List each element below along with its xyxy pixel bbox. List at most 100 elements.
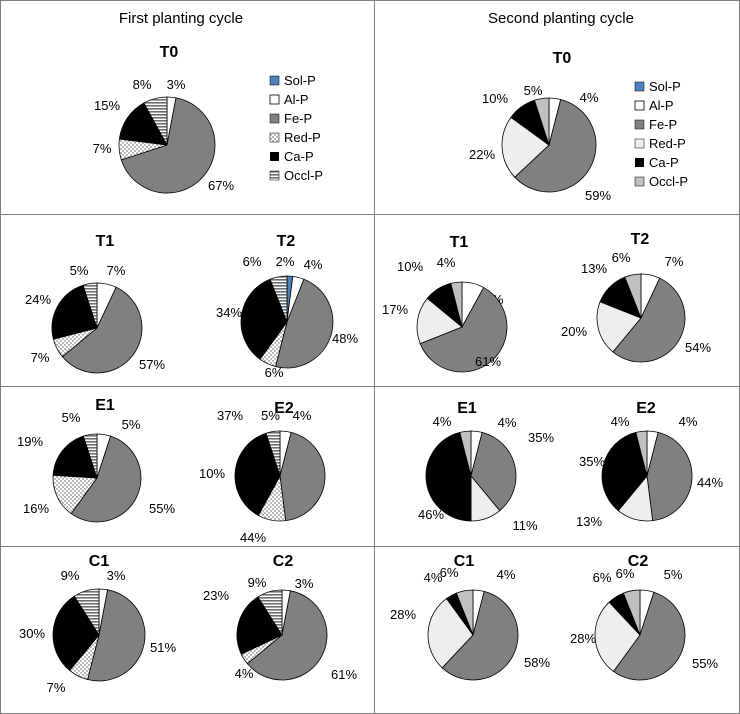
legend-swatch-ca-p xyxy=(270,152,279,161)
legend-swatch-occl-p xyxy=(269,170,280,181)
legend-swatch-ca-p xyxy=(635,158,644,167)
legend-label-sol-p: Sol-P xyxy=(284,73,316,88)
pie-label-fe-p: 44% xyxy=(240,530,266,545)
pie-slice-fe-p xyxy=(612,591,686,681)
legend-swatch-occl-p xyxy=(634,176,645,187)
pie-chart-e1: E1 4% 35% 11% 46% 4% xyxy=(418,400,554,533)
pie-chart-t0: T0 3% 67% 7% 15% 8% xyxy=(93,44,234,194)
pie-slice-occl-p xyxy=(533,97,550,146)
legend-label-al-p: Al-P xyxy=(649,98,674,113)
pie-label-al-p: 4% xyxy=(293,408,312,423)
pie-slice-red-p xyxy=(52,474,98,515)
pie-title: E1 xyxy=(457,400,477,417)
pie-slice-ca-p xyxy=(52,595,100,672)
legend-label-fe-p: Fe-P xyxy=(649,117,677,132)
pie-label-red-p: 13% xyxy=(576,514,602,529)
pie-label-fe-p: 35% xyxy=(528,430,554,445)
pie-label-occl-p: 9% xyxy=(61,568,80,583)
legend-label-red-p: Red-P xyxy=(284,130,321,145)
pie-slice-fe-p xyxy=(246,590,328,681)
pie-title: T0 xyxy=(553,50,572,67)
pie-label-fe-p: 59% xyxy=(585,188,611,203)
pie-title: T1 xyxy=(450,234,469,251)
pie-slice-red-p xyxy=(594,601,641,672)
pie-title: E1 xyxy=(95,397,115,414)
pie-slice-red-p xyxy=(501,116,550,178)
legend-first-cycle: Sol-P Al-P Fe-P Red-P Ca-P Occl-P xyxy=(269,73,323,183)
pie-label-fe-p: 57% xyxy=(139,357,165,372)
legend-swatch-sol-p xyxy=(269,75,280,86)
pie-label-occl-p: 9% xyxy=(248,575,267,590)
pie-label-red-p: 22% xyxy=(469,147,495,162)
pie-slice-occl-p xyxy=(635,430,648,477)
pie-label-ca-p: 10% xyxy=(482,91,508,106)
legend-swatch-al-p xyxy=(269,94,280,105)
pie-label-occl-p: 6% xyxy=(243,254,262,269)
pie-slice-fe-p xyxy=(441,590,519,681)
pie-label-ca-p: 15% xyxy=(94,98,120,113)
pie-label-occl-p: 4% xyxy=(611,414,630,429)
pie-label-red-p: 20% xyxy=(561,324,587,339)
legend-swatch-red-p xyxy=(269,132,280,143)
pie-label-al-p: 7% xyxy=(665,254,684,269)
pie-charts: T0 3% 67% 7% 15% 8% T0 4% 59% 22% 10% 5% T1 7% 57% 7% 24… xyxy=(17,44,723,695)
pie-label-fe-p: 55% xyxy=(149,501,175,516)
pie-slice-occl-p xyxy=(459,430,472,477)
pie-label-red-p: 28% xyxy=(390,607,416,622)
pie-label-ca-p: 37% xyxy=(217,408,243,423)
pie-label-al-p: 4% xyxy=(679,414,698,429)
pie-chart-t2: T2 7% 54% 20% 13% 6% xyxy=(561,231,711,363)
pie-slice-ca-p xyxy=(240,278,288,360)
pie-label-ca-p: 10% xyxy=(397,259,423,274)
pie-slice-occl-p xyxy=(269,275,288,323)
pie-label-occl-p: 6% xyxy=(612,250,631,265)
legend-label-sol-p: Sol-P xyxy=(649,79,681,94)
pie-chart-c1: C14%58%28%4%6% xyxy=(390,553,550,681)
pie-slice-fe-p xyxy=(70,435,142,523)
pie-slice-occl-p xyxy=(455,589,474,636)
pie-slice-fe-p xyxy=(470,431,517,512)
legend-label-ca-p: Ca-P xyxy=(284,149,314,164)
pie-slice-fe-p xyxy=(61,286,143,374)
pie-slice-fe-p xyxy=(612,277,686,363)
pie-slice-occl-p xyxy=(82,433,98,479)
pie-slice-fe-p xyxy=(87,589,146,682)
pie-title: T1 xyxy=(96,233,115,250)
pie-label-fe-p: 61% xyxy=(475,354,501,369)
pie-label-al-p: 5% xyxy=(122,417,141,432)
legend-swatch-al-p xyxy=(634,100,645,111)
pie-slice-ca-p xyxy=(425,431,472,522)
pie-label-occl-p: 6% xyxy=(616,566,635,581)
pie-slice-occl-p xyxy=(622,589,641,636)
pie-label-al-p: 3% xyxy=(107,568,126,583)
pie-label-fe-p: 51% xyxy=(150,640,176,655)
pie-label-red-p: 10% xyxy=(199,466,225,481)
pie-label-ca-p: 35% xyxy=(579,454,605,469)
pie-slice-occl-p xyxy=(265,430,281,477)
pie-label-al-p: 4% xyxy=(498,415,517,430)
pie-slice-red-p xyxy=(596,301,642,353)
pie-slice-occl-p xyxy=(257,589,283,637)
pie-slice-occl-p xyxy=(82,282,98,329)
pie-title: T2 xyxy=(277,233,296,250)
pie-label-ca-p: 34% xyxy=(216,305,242,320)
pie-title: T2 xyxy=(631,231,650,248)
pie-label-red-p: 4% xyxy=(235,666,254,681)
pie-label-red-p: 11% xyxy=(512,518,537,533)
pie-slice-occl-p xyxy=(450,281,463,328)
legend-label-al-p: Al-P xyxy=(284,92,309,107)
pie-label-ca-p: 6% xyxy=(593,570,612,585)
pie-label-red-p: 6% xyxy=(265,365,284,380)
pie-slice-fe-p xyxy=(419,287,508,373)
pie-slice-ca-p xyxy=(234,432,281,516)
pie-title: C2 xyxy=(273,553,294,570)
pie-slice-red-p xyxy=(427,598,474,669)
pie-slice-fe-p xyxy=(514,98,597,193)
pie-label-red-p: 28% xyxy=(570,631,596,646)
pie-slice-occl-p xyxy=(624,273,642,319)
pie-title: T0 xyxy=(160,44,179,61)
pie-label-fe-p: 55% xyxy=(692,656,718,671)
pie-label-ca-p: 30% xyxy=(19,626,45,641)
pie-label-al-p: 4% xyxy=(304,257,323,272)
legend-label-ca-p: Ca-P xyxy=(649,155,679,170)
